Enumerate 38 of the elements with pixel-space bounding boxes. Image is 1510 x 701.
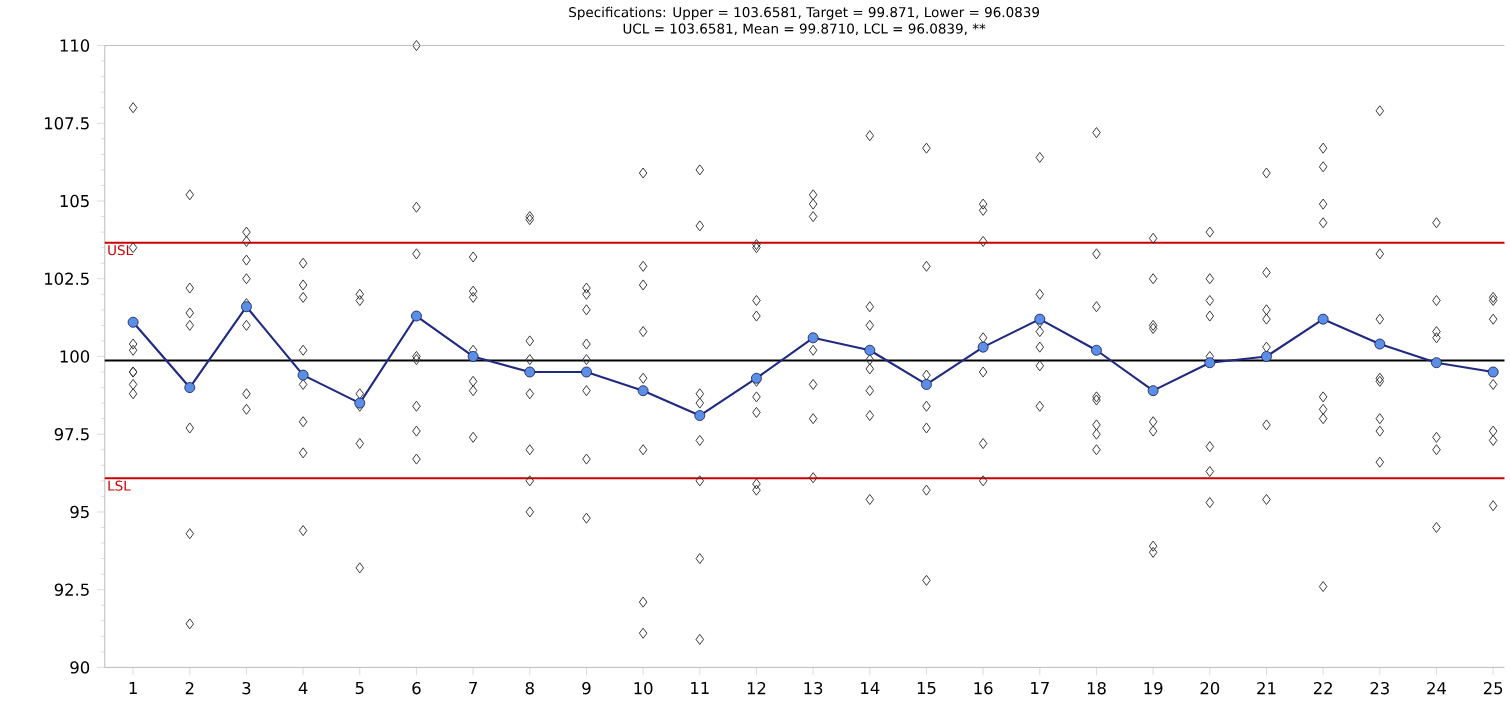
y-tick-label: 102.5 [45, 272, 89, 286]
y-tick-label: 97.5 [54, 428, 89, 441]
y-tick-label: 105 [60, 194, 89, 208]
x-tick-label: 9 [582, 682, 591, 695]
x-tick-label: 7 [469, 682, 477, 695]
x-tick-label: 22 [1313, 682, 1332, 695]
x-tick-label: 11 [691, 682, 709, 695]
x-tick-label: 19 [1144, 682, 1163, 695]
y-tick-label: 95 [70, 505, 89, 519]
y-tick-label: 107.5 [45, 117, 89, 130]
x-tick-label: 3 [242, 682, 251, 695]
y-tick-label: 100 [60, 350, 90, 363]
x-tick-label: 2 [185, 682, 194, 695]
x-tick-label: 23 [1370, 682, 1389, 695]
y-tick-label: 110 [60, 39, 90, 52]
chart-subtitle: UCL = 103.6581, Mean = 99.8710, LCL = 96.0839, ** [623, 23, 986, 36]
x-tick-label: 14 [861, 682, 880, 695]
y-tick-label: 90 [70, 661, 90, 674]
x-tick-label: 18 [1087, 682, 1106, 695]
chart-title: Specifications: Upper = 103.6581, Target = 99.871, Lower = 96.0839 [569, 6, 1040, 20]
x-tick-label: 25 [1483, 682, 1503, 695]
x-tick-label: 6 [412, 682, 421, 695]
y-tick-label: 92.5 [54, 583, 89, 596]
x-tick-label: 21 [1257, 682, 1276, 695]
x-tick-label: 16 [974, 682, 993, 695]
ref-line-label: LSL [108, 480, 131, 491]
x-tick-label: 17 [1031, 682, 1049, 695]
x-tick-label: 10 [634, 682, 653, 695]
x-tick-label: 15 [917, 682, 936, 695]
x-tick-label: 13 [804, 682, 823, 695]
x-tick-label: 20 [1200, 682, 1220, 695]
ref-line-label: USL [108, 245, 134, 256]
x-tick-label: 8 [525, 682, 534, 695]
x-tick-label: 12 [747, 682, 766, 695]
x-tick-label: 5 [355, 682, 364, 695]
x-tick-label: 1 [129, 682, 137, 695]
x-tick-label: 4 [298, 682, 308, 695]
x-tick-label: 24 [1427, 682, 1446, 695]
